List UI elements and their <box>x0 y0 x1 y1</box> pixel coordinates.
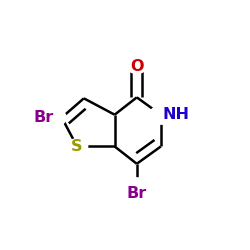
Text: Br: Br <box>127 186 147 201</box>
Ellipse shape <box>127 60 146 74</box>
Ellipse shape <box>41 108 66 127</box>
Text: Br: Br <box>33 110 54 125</box>
Ellipse shape <box>66 139 88 154</box>
Text: S: S <box>71 139 83 154</box>
Ellipse shape <box>150 105 176 124</box>
Text: O: O <box>130 59 143 74</box>
Ellipse shape <box>125 178 148 195</box>
Text: NH: NH <box>163 107 190 122</box>
